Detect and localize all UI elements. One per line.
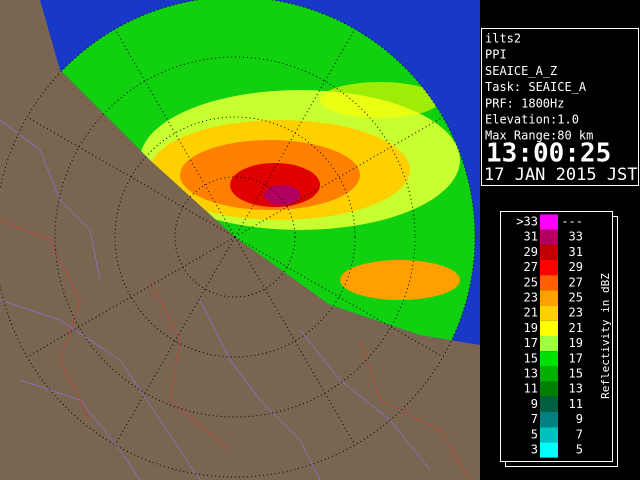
legend-high: 15 <box>569 367 583 381</box>
legend-low: 23 <box>524 291 538 305</box>
info-line: Task: SEAICE_A <box>485 80 587 94</box>
legend-low: 13 <box>524 367 538 381</box>
legend-low: 19 <box>524 321 538 335</box>
legend-high: 19 <box>569 336 583 350</box>
legend-low: 29 <box>524 245 538 259</box>
echo-orange-2 <box>340 260 460 300</box>
rivers <box>0 119 431 480</box>
legend-swatch <box>540 427 558 443</box>
legend-high: 33 <box>569 230 583 244</box>
info-line: Elevation:1.0 <box>485 113 579 127</box>
boundaries <box>0 219 471 480</box>
legend-low: 3 <box>531 443 538 457</box>
legend-swatch <box>540 275 558 291</box>
info-line: Max Range:80 km <box>485 129 593 143</box>
legend-title: Reflectivity in dBZ <box>599 273 612 399</box>
legend-low: 11 <box>524 382 538 396</box>
legend-high: 21 <box>569 321 583 335</box>
legend-low: 5 <box>531 427 538 441</box>
legend-high: 31 <box>569 245 583 259</box>
date: 17 JAN 2015 JST <box>484 165 638 185</box>
legend-swatch <box>540 396 558 412</box>
legend-swatch <box>540 290 558 306</box>
legend-high: 5 <box>576 443 583 457</box>
legend-low: 7 <box>531 412 538 426</box>
legend-swatch <box>540 244 558 260</box>
legend-swatch <box>540 366 558 382</box>
legend-high: 7 <box>576 427 583 441</box>
legend-low: 17 <box>524 336 538 350</box>
legend-high: 17 <box>569 351 583 365</box>
range-rings <box>0 0 476 478</box>
info-box <box>481 28 639 186</box>
legend-high: --- <box>561 215 583 229</box>
legend-swatch <box>540 260 558 276</box>
time: 13:00:25 <box>486 139 611 169</box>
info-line: SEAICE_A_Z <box>485 64 557 78</box>
info-line: PRF: 1800Hz <box>485 96 564 110</box>
legend-swatch <box>540 214 558 230</box>
legend-low: 31 <box>524 230 538 244</box>
info-text: ilts2 PPI SEAICE_A_Z Task: SEAICE_A PRF: 180… <box>485 32 593 143</box>
legend-swatch <box>540 336 558 352</box>
echo-core <box>264 185 300 205</box>
legend-high: 29 <box>569 260 583 274</box>
legend-swatch <box>540 412 558 428</box>
info-line: PPI <box>485 48 507 62</box>
legend-low: 25 <box>524 275 538 289</box>
legend-swatch <box>540 351 558 367</box>
legend-swatch <box>540 305 558 321</box>
legend-low: 21 <box>524 306 538 320</box>
legend-low: 27 <box>524 260 538 274</box>
legend-high: 25 <box>569 291 583 305</box>
legend-low: 15 <box>524 351 538 365</box>
legend-swatch <box>540 381 558 397</box>
legend-high: 9 <box>576 412 583 426</box>
legend-low: >33 <box>516 215 538 229</box>
legend-swatch <box>540 229 558 245</box>
legend-high: 11 <box>569 397 583 411</box>
legend-high: 23 <box>569 306 583 320</box>
legend-high: 27 <box>569 275 583 289</box>
legend-swatch <box>540 442 558 458</box>
echo-band <box>320 82 440 118</box>
legend-low: 9 <box>531 397 538 411</box>
legend-swatch <box>540 320 558 336</box>
info-line: ilts2 <box>485 32 521 46</box>
legend-high: 13 <box>569 382 583 396</box>
